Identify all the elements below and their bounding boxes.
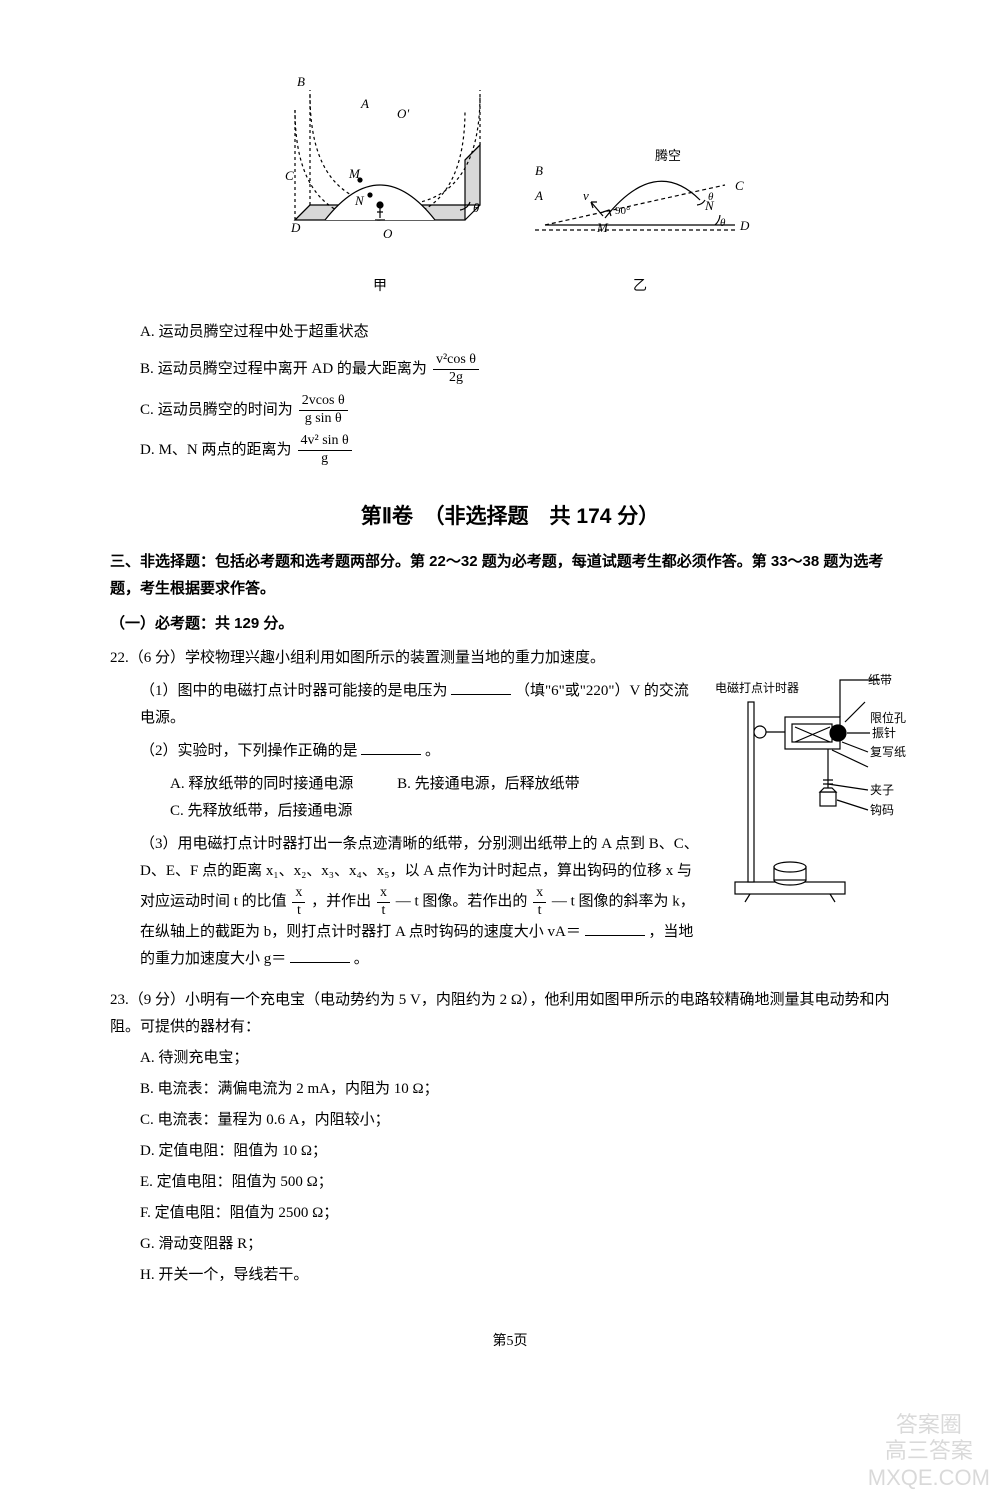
blank-4 (290, 948, 350, 963)
option-D: D. M、N 两点的距离为 4v² sin θ g (140, 433, 910, 468)
figure-3: 电磁打点计时器 纸带 限位孔 振针 复写纸 夹子 钩码 (710, 672, 910, 922)
option-A-text: 运动员腾空过程中处于超重状态 (159, 319, 369, 346)
question-22: 22.（6 分）学校物理兴趣小组利用如图所示的装置测量当地的重力加速度。 （1）… (110, 645, 910, 980)
option-A: A. 运动员腾空过程中处于超重状态 (140, 319, 910, 346)
list-item: H. 开关一个，导线若干。 (140, 1262, 910, 1289)
svg-text:A: A (534, 188, 543, 203)
q22-3: （3）用电磁打点计时器打出一条点迹清晰的纸带，分别测出纸带上的 A 点到 B、C… (140, 831, 700, 974)
option-C-label: C. (140, 397, 154, 424)
option-A-label: A. (140, 319, 155, 346)
svg-text:v: v (583, 188, 589, 203)
q22-opt-A: A. 释放纸带的同时接通电源 (170, 771, 353, 798)
option-B-text: 运动员腾空过程中离开 AD 的最大距离为 (158, 356, 427, 383)
ramp-3d-diagram: B A O' M N C D O θ (265, 60, 495, 260)
svg-text:N: N (354, 193, 365, 208)
option-C: C. 运动员腾空的时间为 2vcos θ g sin θ (140, 393, 910, 428)
svg-text:θ: θ (708, 191, 714, 203)
svg-text:M: M (596, 220, 609, 235)
blank-1 (451, 680, 511, 695)
svg-text:θ: θ (473, 200, 480, 215)
trajectory-diagram: B A C D M N v 90° θ θ 腾空 (525, 130, 755, 260)
frac-xt-1: x t (292, 885, 305, 920)
fig2-caption: 乙 (525, 274, 755, 299)
svg-text:C: C (735, 178, 744, 193)
option-C-fraction: 2vcos θ g sin θ (299, 393, 348, 428)
fig1-caption: 甲 (265, 274, 495, 299)
list-item: D. 定值电阻：阻值为 10 Ω； (140, 1138, 910, 1165)
svg-text:限位孔: 限位孔 (870, 710, 906, 725)
figure-row: B A O' M N C D O θ 甲 (110, 60, 910, 299)
list-item: F. 定值电阻：阻值为 2500 Ω； (140, 1200, 910, 1227)
svg-text:纸带: 纸带 (868, 673, 892, 687)
svg-text:O': O' (397, 106, 409, 121)
q23-equipment-list: A. 待测充电宝； B. 电流表：满偏电流为 2 mA，内阻为 10 Ω； C.… (110, 1045, 910, 1289)
option-C-text: 运动员腾空的时间为 (158, 397, 293, 424)
page-number: 第5页 (110, 1329, 910, 1354)
q22-stem: 22.（6 分）学校物理兴趣小组利用如图所示的装置测量当地的重力加速度。 (110, 645, 910, 672)
watermark: 答案圈 高三答案 MXQE.COM (868, 1412, 990, 1491)
list-item: A. 待测充电宝； (140, 1045, 910, 1072)
option-B: B. 运动员腾空过程中离开 AD 的最大距离为 v²cos θ 2g (140, 352, 910, 387)
svg-text:O: O (383, 226, 393, 241)
svg-text:钩码: 钩码 (870, 803, 894, 817)
part2-heading: 三、非选择题：包括必考题和选考题两部分。第 22～32 题为必考题，每道试题考生… (110, 548, 910, 602)
q22-2: （2）实验时，下列操作正确的是 。 (140, 738, 700, 765)
svg-text:B: B (297, 74, 305, 89)
q22-2-options: A. 释放纸带的同时接通电源 B. 先接通电源，后释放纸带 C. 先释放纸带，后… (140, 771, 700, 825)
frac-xt-2: x t (377, 885, 390, 920)
svg-text:A: A (360, 96, 369, 111)
svg-text:腾空: 腾空 (655, 148, 681, 163)
list-item: G. 滑动变阻器 R； (140, 1231, 910, 1258)
svg-text:振针: 振针 (872, 725, 896, 740)
blank-2 (361, 740, 421, 755)
blank-3 (585, 921, 645, 936)
svg-text:D: D (739, 218, 750, 233)
q22-opt-B: B. 先接通电源，后释放纸带 (397, 771, 580, 798)
option-B-label: B. (140, 356, 154, 383)
svg-text:复写纸: 复写纸 (870, 745, 906, 759)
svg-text:D: D (290, 220, 301, 235)
svg-text:M: M (348, 166, 361, 181)
option-D-text: M、N 两点的距离为 (159, 437, 292, 464)
list-item: B. 电流表：满偏电流为 2 mA，内阻为 10 Ω； (140, 1076, 910, 1103)
part2-title: 第Ⅱ卷 （非选择题 共 174 分） (110, 498, 910, 536)
option-B-fraction: v²cos θ 2g (433, 352, 479, 387)
option-D-label: D. (140, 437, 155, 464)
svg-text:电磁打点计时器: 电磁打点计时器 (715, 680, 799, 695)
q23-stem: 23.（9 分）小明有一个充电宝（电动势约为 5 V，内阻约为 2 Ω），他利用… (110, 987, 910, 1041)
q22-1: （1）图中的电磁打点计时器可能接的是电压为 （填"6"或"220"）V 的交流电… (140, 678, 700, 732)
question-23: 23.（9 分）小明有一个充电宝（电动势约为 5 V，内阻约为 2 Ω），他利用… (110, 987, 910, 1289)
q22-opt-C: C. 先释放纸带，后接通电源 (170, 798, 353, 825)
q21-options: A. 运动员腾空过程中处于超重状态 B. 运动员腾空过程中离开 AD 的最大距离… (110, 319, 910, 468)
svg-text:B: B (535, 163, 543, 178)
list-item: C. 电流表：量程为 0.6 A，内阻较小； (140, 1107, 910, 1134)
svg-text:C: C (285, 168, 294, 183)
list-item: E. 定值电阻：阻值为 500 Ω； (140, 1169, 910, 1196)
figure-1: B A O' M N C D O θ 甲 (265, 60, 495, 299)
svg-text:夹子: 夹子 (870, 783, 894, 797)
frac-xt-3: x t (533, 885, 546, 920)
svg-text:θ: θ (720, 217, 726, 229)
figure-2: B A C D M N v 90° θ θ 腾空 乙 (525, 130, 755, 299)
part2-sub: （一）必考题：共 129 分。 (110, 610, 910, 637)
svg-text:90°: 90° (615, 205, 630, 217)
option-D-fraction: 4v² sin θ g (298, 433, 352, 468)
apparatus-diagram: 电磁打点计时器 纸带 限位孔 振针 复写纸 夹子 钩码 (710, 672, 910, 912)
